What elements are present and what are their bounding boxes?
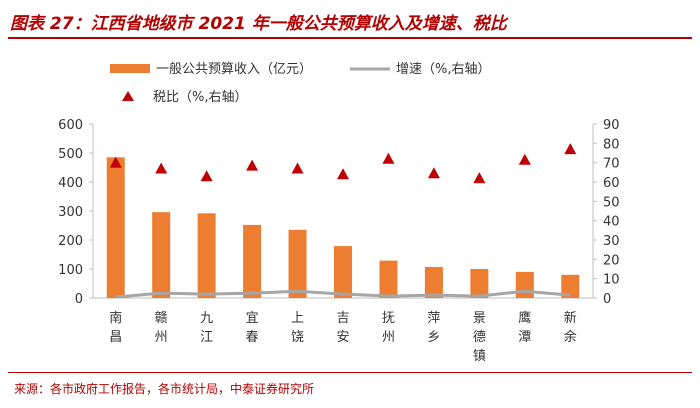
x-tick-label: 上 xyxy=(291,311,304,326)
legend-swatch-bar xyxy=(110,64,150,73)
right-tick-label: 90 xyxy=(603,118,620,133)
left-tick-label: 500 xyxy=(58,147,83,162)
legend-label-bar: 一般公共预算收入（亿元） xyxy=(156,61,312,77)
x-tick-label: 萍 xyxy=(427,311,440,326)
tax-ratio-marker xyxy=(200,170,213,182)
x-tick-label: 吉 xyxy=(336,311,349,326)
right-tick-label: 60 xyxy=(603,176,620,191)
x-tick-label: 景 xyxy=(473,311,486,326)
title-rule xyxy=(8,37,692,39)
right-tick-label: 70 xyxy=(603,157,620,172)
right-tick-label: 50 xyxy=(603,195,620,210)
revenue-bar xyxy=(379,260,398,298)
x-tick-label: 春 xyxy=(246,330,259,345)
left-tick-label: 100 xyxy=(58,263,83,278)
x-tick-label: 宜 xyxy=(246,311,259,326)
tax-ratio-marker xyxy=(337,168,349,180)
tax-ratio-marker xyxy=(473,172,486,184)
revenue-bar xyxy=(470,269,489,298)
tax-ratio-marker xyxy=(518,153,531,165)
x-tick-label: 州 xyxy=(382,330,395,345)
left-tick-label: 600 xyxy=(58,118,83,133)
left-tick-label: 0 xyxy=(75,292,83,307)
left-tick-label: 300 xyxy=(58,205,83,220)
tax-ratio-marker xyxy=(382,152,395,164)
tax-ratio-marker xyxy=(427,167,440,179)
x-tick-label: 潭 xyxy=(518,330,531,345)
left-tick-label: 400 xyxy=(58,176,83,191)
x-tick-label: 九 xyxy=(200,311,213,326)
growth-line xyxy=(115,289,571,299)
x-tick-label: 赣 xyxy=(155,311,168,326)
legend-label-marker: 税比（%,右轴） xyxy=(153,90,248,105)
x-tick-label: 江 xyxy=(200,330,213,345)
x-tick-label: 州 xyxy=(155,330,168,345)
tax-ratio-markers xyxy=(109,143,577,184)
x-tick-label: 镇 xyxy=(473,349,486,364)
tax-ratio-marker xyxy=(155,162,168,174)
growth-line-layer xyxy=(115,289,571,299)
x-tick-label: 抚 xyxy=(382,311,395,326)
x-tick-label: 鹰 xyxy=(518,310,531,326)
right-tick-label: 20 xyxy=(603,253,620,268)
x-tick-label: 饶 xyxy=(291,330,304,345)
revenue-bar xyxy=(106,157,125,298)
revenue-bar xyxy=(561,274,580,298)
x-tick-label: 乡 xyxy=(427,330,440,345)
revenue-bar xyxy=(424,266,443,298)
x-tick-label: 南 xyxy=(109,310,122,326)
revenue-bar xyxy=(197,213,216,298)
x-tick-label: 昌 xyxy=(109,330,122,345)
revenue-bar xyxy=(152,212,171,298)
tax-ratio-marker xyxy=(246,159,259,171)
left-tick-label: 200 xyxy=(58,234,83,249)
revenue-bar xyxy=(334,246,352,298)
right-tick-label: 80 xyxy=(603,137,620,152)
footer-rule xyxy=(8,372,692,373)
right-tick-label: 40 xyxy=(603,215,620,230)
legend: 一般公共预算收入（亿元） 增速（%,右轴） 税比（%,右轴） xyxy=(110,61,491,105)
x-tick-label: 德 xyxy=(473,330,486,345)
chart-title: 图表 27：江西省地级市 2021 年一般公共预算收入及增速、税比 xyxy=(10,14,507,34)
right-tick-label: 30 xyxy=(603,234,620,249)
tax-ratio-marker xyxy=(564,143,577,155)
right-tick-label: 10 xyxy=(603,273,620,288)
legend-label-line: 增速（%,右轴） xyxy=(396,62,491,77)
revenue-bar xyxy=(243,224,262,298)
right-tick-label: 0 xyxy=(603,292,611,307)
tax-ratio-marker xyxy=(109,156,122,168)
bars xyxy=(106,157,580,298)
revenue-bar xyxy=(515,271,534,298)
x-tick-label: 安 xyxy=(336,330,349,345)
source-note: 来源：各市政府工作报告，各市统计局，中泰证券研究所 xyxy=(14,382,315,396)
x-tick-label: 余 xyxy=(564,329,577,345)
tax-ratio-marker xyxy=(291,162,304,174)
legend-swatch-marker xyxy=(122,91,134,101)
x-tick-label: 新 xyxy=(564,310,577,326)
revenue-bar xyxy=(288,229,307,298)
